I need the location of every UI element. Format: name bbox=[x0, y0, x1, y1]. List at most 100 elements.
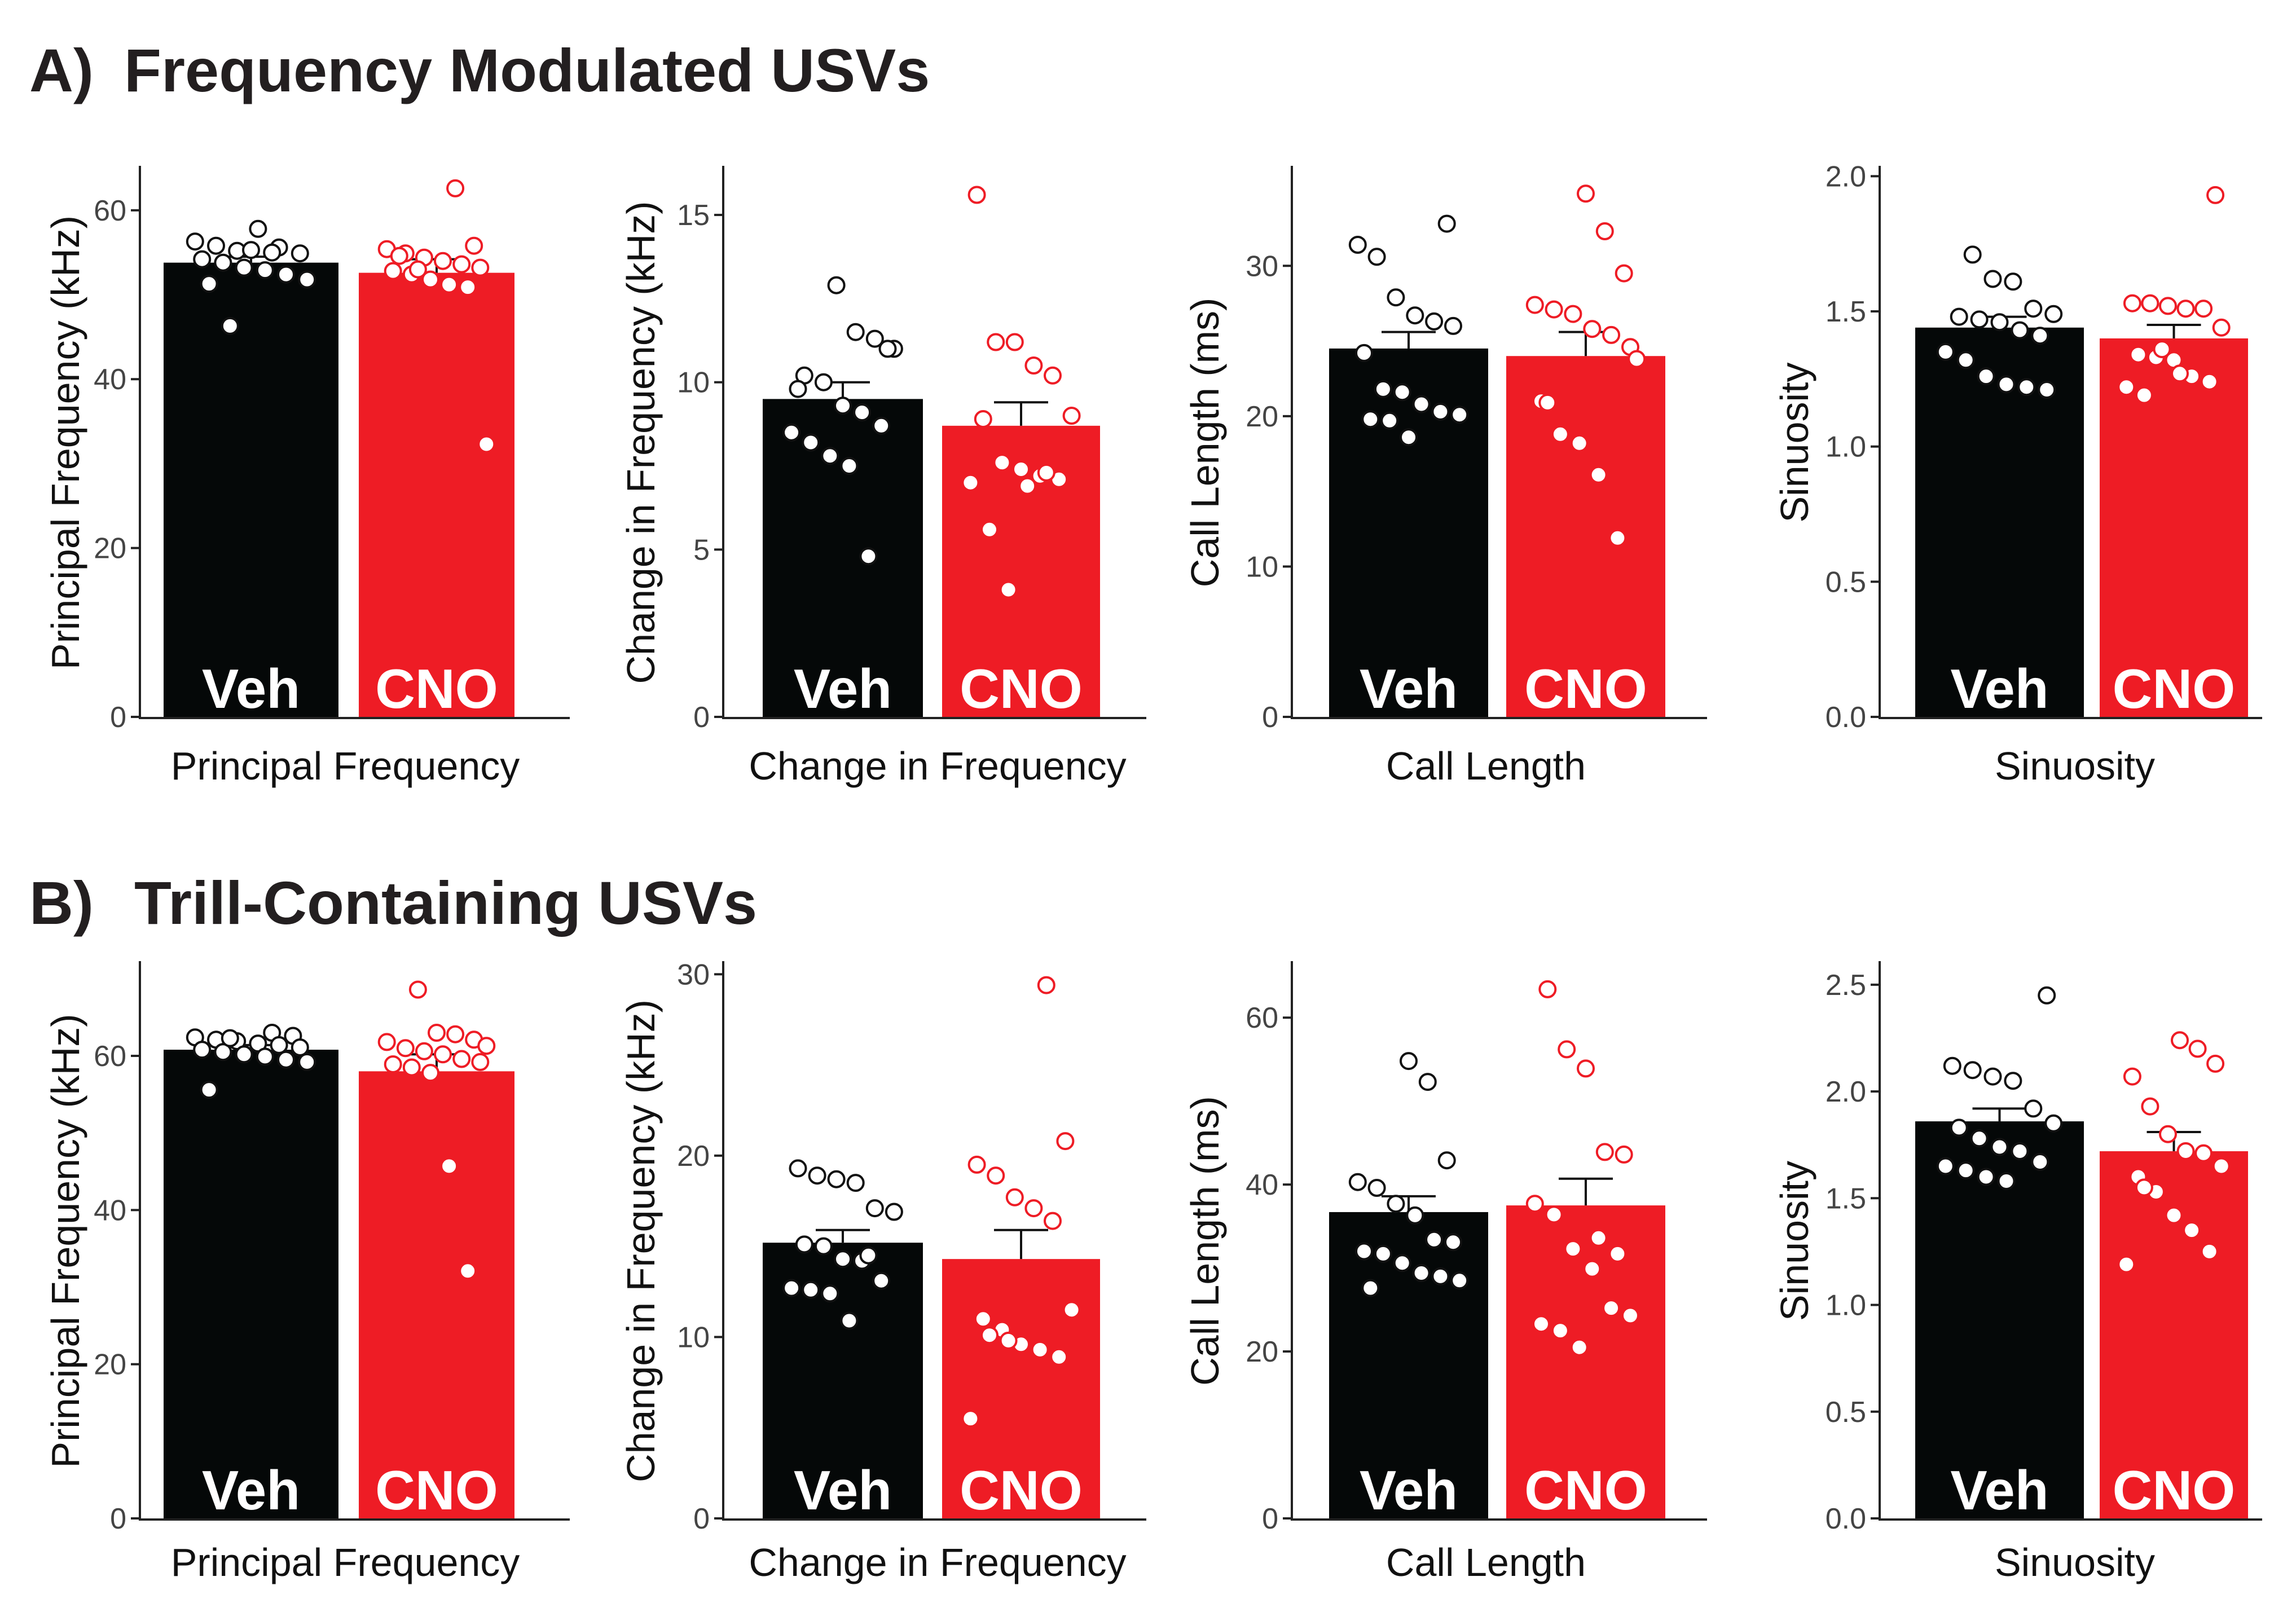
data-point-cno-5-7 bbox=[1062, 1301, 1081, 1319]
data-point-veh-7-5 bbox=[2024, 1099, 2043, 1118]
data-point-veh-7-2 bbox=[1963, 1061, 1982, 1080]
data-point-veh-4-12 bbox=[277, 1050, 295, 1069]
data-point-cno-6-6 bbox=[1545, 1205, 1563, 1224]
x-axis-label-3: Sinuosity bbox=[1995, 744, 2155, 788]
y-tick-label-3-1: 0.5 bbox=[1826, 566, 1866, 598]
data-point-cno-2-4 bbox=[1545, 300, 1563, 319]
data-point-veh-5-12 bbox=[802, 1280, 820, 1299]
data-point-cno-5-5 bbox=[1024, 1199, 1043, 1218]
data-point-veh-1-0 bbox=[827, 276, 846, 294]
data-point-cno-7-0 bbox=[2171, 1031, 2189, 1050]
data-point-cno-2-3 bbox=[1525, 296, 1544, 314]
data-point-veh-0-14 bbox=[242, 241, 260, 259]
data-point-cno-3-4 bbox=[2176, 300, 2195, 318]
data-point-veh-2-9 bbox=[1393, 383, 1411, 402]
data-point-veh-3-0 bbox=[1963, 245, 1982, 264]
data-point-veh-5-0 bbox=[789, 1159, 807, 1178]
y-tick-label-3-4: 2.0 bbox=[1826, 160, 1866, 193]
data-point-veh-3-2 bbox=[2004, 272, 2022, 291]
data-point-veh-6-14 bbox=[1450, 1271, 1469, 1290]
x-axis-label-1: Change in Frequency bbox=[749, 744, 1126, 788]
x-axis-label-6: Call Length bbox=[1386, 1540, 1586, 1584]
data-point-veh-6-2 bbox=[1437, 1151, 1456, 1170]
data-point-veh-4-7 bbox=[291, 1038, 309, 1056]
data-point-veh-6-8 bbox=[1444, 1233, 1462, 1252]
data-point-cno-5-15 bbox=[999, 1331, 1018, 1350]
data-point-veh-4-14 bbox=[200, 1081, 218, 1099]
data-point-cno-5-2 bbox=[967, 1155, 986, 1174]
bar-label-veh-4: Veh bbox=[202, 1459, 300, 1521]
data-point-veh-6-13 bbox=[1431, 1267, 1450, 1285]
bar-label-cno-4: CNO bbox=[375, 1459, 498, 1521]
data-point-cno-3-3 bbox=[2159, 297, 2177, 315]
data-point-cno-5-14 bbox=[980, 1326, 999, 1345]
data-point-veh-4-10 bbox=[235, 1045, 253, 1064]
data-point-cno-2-2 bbox=[1615, 264, 1633, 283]
data-point-cno-2-15 bbox=[1538, 393, 1557, 412]
y-tick-label-0-2: 40 bbox=[94, 363, 126, 396]
chart-a-change-in-frequency: Veh CNO 0 5 10 15 Change in Frequency (kHz) Cha… bbox=[619, 166, 1146, 788]
y-tick-label-4-0: 0 bbox=[110, 1503, 126, 1535]
data-point-veh-0-15 bbox=[263, 243, 281, 262]
data-point-cno-4-2 bbox=[446, 1025, 465, 1043]
data-point-cno-1-1 bbox=[987, 333, 1005, 351]
y-tick-label-2-1: 10 bbox=[1246, 551, 1278, 583]
data-point-veh-2-7 bbox=[1355, 344, 1373, 362]
data-point-cno-3-5 bbox=[2194, 300, 2213, 318]
data-point-cno-5-1 bbox=[1056, 1132, 1075, 1151]
y-tick-label-4-2: 40 bbox=[94, 1194, 126, 1227]
data-point-veh-0-6 bbox=[193, 250, 212, 268]
data-point-cno-3-7 bbox=[2129, 345, 2148, 364]
data-point-veh-2-2 bbox=[1367, 248, 1386, 266]
bar-cno-6 bbox=[1506, 1205, 1665, 1518]
data-point-veh-1-1 bbox=[846, 323, 865, 341]
data-point-cno-1-5 bbox=[1062, 407, 1081, 425]
chart-b-change-in-frequency: Veh CNO 0 10 20 30 Change in Frequency (kHz) Ch… bbox=[619, 958, 1146, 1584]
data-point-veh-5-10 bbox=[872, 1271, 891, 1290]
data-point-veh-7-8 bbox=[1970, 1129, 1989, 1148]
data-point-veh-3-7 bbox=[1990, 313, 2009, 332]
data-point-veh-5-6 bbox=[795, 1235, 813, 1254]
data-point-cno-0-7 bbox=[471, 258, 490, 277]
y-axis-label-4: Principal Frequency (kHz) bbox=[43, 1014, 87, 1468]
data-point-veh-4-6 bbox=[270, 1036, 288, 1054]
data-point-cno-4-5 bbox=[396, 1039, 415, 1058]
panel-a-title: Frequency Modulated USVs bbox=[124, 36, 930, 104]
data-point-veh-2-14 bbox=[1380, 411, 1399, 430]
data-point-veh-7-9 bbox=[1990, 1138, 2009, 1156]
data-point-veh-3-15 bbox=[2038, 381, 2056, 399]
data-point-cno-2-12 bbox=[1589, 465, 1608, 484]
y-axis-label-0: Principal Frequency (kHz) bbox=[43, 215, 87, 670]
data-point-veh-2-12 bbox=[1450, 406, 1469, 424]
bar-veh-3 bbox=[1915, 327, 2084, 717]
y-axis-label-2: Call Length (ms) bbox=[1183, 298, 1227, 588]
y-tick-label-6-1: 20 bbox=[1246, 1336, 1278, 1368]
data-point-cno-4-11 bbox=[402, 1058, 421, 1077]
bar-cno-0 bbox=[359, 272, 514, 717]
bar-label-veh-7: Veh bbox=[1950, 1459, 2048, 1521]
data-point-cno-0-6 bbox=[452, 255, 471, 274]
data-point-veh-7-6 bbox=[2044, 1114, 2063, 1133]
data-point-veh-2-3 bbox=[1387, 288, 1405, 307]
data-point-veh-1-10 bbox=[802, 433, 820, 452]
data-point-cno-1-14 bbox=[1018, 477, 1037, 495]
data-point-veh-7-11 bbox=[2031, 1153, 2049, 1171]
data-point-veh-7-10 bbox=[2011, 1142, 2029, 1160]
data-point-veh-6-12 bbox=[1412, 1264, 1431, 1282]
data-point-cno-1-11 bbox=[961, 473, 980, 492]
y-tick-label-7-1: 0.5 bbox=[1826, 1396, 1866, 1429]
panel-b-title: Trill-Containing USVs bbox=[134, 869, 757, 937]
data-point-cno-0-5 bbox=[434, 252, 452, 270]
y-tick-label-3-2: 1.0 bbox=[1826, 431, 1866, 464]
bar-veh-0 bbox=[164, 262, 338, 717]
bar-label-cno-3: CNO bbox=[2113, 658, 2236, 720]
data-point-veh-6-5 bbox=[1387, 1195, 1405, 1213]
data-point-veh-6-11 bbox=[1393, 1254, 1411, 1272]
data-point-cno-2-14 bbox=[1628, 350, 1646, 368]
data-point-veh-7-4 bbox=[2004, 1072, 2022, 1090]
x-axis-label-5: Change in Frequency bbox=[749, 1540, 1126, 1584]
data-point-veh-0-1 bbox=[207, 236, 225, 255]
data-point-cno-0-11 bbox=[440, 275, 459, 294]
data-point-cno-0-14 bbox=[390, 246, 408, 265]
x-axis-label-4: Principal Frequency bbox=[171, 1540, 520, 1584]
